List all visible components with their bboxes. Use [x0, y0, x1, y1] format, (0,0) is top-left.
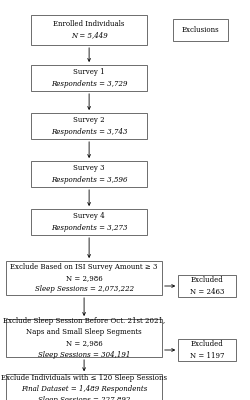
Bar: [31, 113, 146, 139]
Text: Exclude Individuals with ≤ 120 Sleep Sessions: Exclude Individuals with ≤ 120 Sleep Ses…: [1, 374, 166, 382]
Text: Exclude Based on ISI Survey Amount ≥ 3: Exclude Based on ISI Survey Amount ≥ 3: [10, 263, 157, 271]
Text: Survey 4: Survey 4: [73, 212, 104, 220]
Text: Naps and Small Sleep Segments: Naps and Small Sleep Segments: [26, 328, 141, 336]
Text: Excluded: Excluded: [190, 340, 222, 348]
Bar: [6, 319, 161, 357]
Bar: [172, 19, 228, 41]
Text: Exclusions: Exclusions: [181, 26, 219, 34]
Text: Respondents = 3,743: Respondents = 3,743: [51, 128, 127, 136]
Bar: [178, 339, 235, 361]
Text: Survey 2: Survey 2: [73, 116, 104, 124]
Text: Survey 3: Survey 3: [73, 164, 104, 172]
Text: N = 2,986: N = 2,986: [66, 274, 102, 282]
Text: Sleep Sessions = 304,191: Sleep Sessions = 304,191: [38, 351, 130, 359]
Text: N = 5,449: N = 5,449: [70, 32, 107, 40]
Text: Exclude Sleep Session Before Oct. 21st 2021,: Exclude Sleep Session Before Oct. 21st 2…: [3, 317, 164, 325]
Text: Respondents = 3,596: Respondents = 3,596: [51, 176, 127, 184]
Bar: [31, 161, 146, 187]
Text: Respondents = 3,273: Respondents = 3,273: [51, 224, 127, 232]
Bar: [31, 65, 146, 91]
Text: Final Dataset = 1,489 Respondents: Final Dataset = 1,489 Respondents: [21, 385, 147, 393]
Text: Sleep Sessions = 227,892: Sleep Sessions = 227,892: [38, 396, 130, 400]
Text: Excluded: Excluded: [190, 276, 222, 284]
Text: N = 2463: N = 2463: [189, 288, 223, 296]
Text: N = 2,986: N = 2,986: [66, 340, 102, 348]
Text: Respondents = 3,729: Respondents = 3,729: [51, 80, 127, 88]
Text: Survey 1: Survey 1: [73, 68, 104, 76]
Bar: [178, 275, 235, 297]
Bar: [6, 261, 161, 295]
Text: Sleep Sessions = 2,073,222: Sleep Sessions = 2,073,222: [34, 285, 133, 293]
Text: Enrolled Individuals: Enrolled Individuals: [53, 20, 124, 28]
Bar: [31, 15, 146, 45]
Text: N = 1197: N = 1197: [189, 352, 224, 360]
Bar: [31, 209, 146, 235]
Bar: [6, 374, 161, 400]
